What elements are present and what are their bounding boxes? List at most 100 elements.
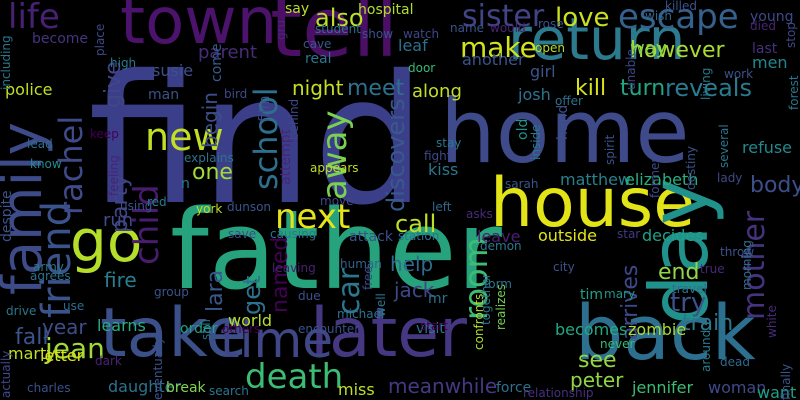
word-another: another xyxy=(462,50,525,69)
word-mary: mary xyxy=(604,287,636,301)
word-army: army xyxy=(33,260,64,274)
word-marty: marty xyxy=(8,344,56,363)
word-escape: escape xyxy=(618,0,739,37)
word-well: well xyxy=(374,293,388,317)
word-sarah: sarah xyxy=(505,177,539,191)
word-kill: kill xyxy=(575,76,607,101)
word-tim: tim xyxy=(580,287,604,303)
word-high: high xyxy=(110,56,137,70)
word-station: station xyxy=(398,229,440,243)
word-human: human xyxy=(340,257,382,271)
word-become: become xyxy=(32,31,89,47)
word-star: star xyxy=(617,227,641,241)
word-run: run xyxy=(103,210,134,231)
word-find: find xyxy=(88,37,426,244)
word-forest: forest xyxy=(787,75,800,110)
word-left: left xyxy=(432,200,452,214)
word-charles: charles xyxy=(27,381,71,395)
word-finally: finally xyxy=(779,363,793,400)
word-girl: girl xyxy=(530,62,556,81)
word-train: train xyxy=(682,311,734,336)
word-love: love xyxy=(555,3,610,33)
word-susie: susie xyxy=(152,61,194,80)
word-father: father xyxy=(170,186,502,314)
word-also: also xyxy=(315,4,364,32)
word-come: come xyxy=(209,43,225,82)
word-year: year xyxy=(42,315,87,339)
word-make: make xyxy=(460,31,537,64)
word-last: last xyxy=(752,41,778,57)
word-open: open xyxy=(535,41,565,55)
word-dead: dead xyxy=(720,355,750,369)
word-killed: killed xyxy=(665,0,697,13)
word-inside: inside xyxy=(529,124,543,160)
word-tell: tell xyxy=(270,0,399,76)
word-reveals: reveals xyxy=(665,74,752,102)
word-order: order xyxy=(180,321,218,337)
word-name: name xyxy=(450,21,485,35)
word-dark: dark xyxy=(95,354,122,368)
word-never: never xyxy=(600,337,635,351)
word-student: student xyxy=(315,22,361,36)
word-asks: asks xyxy=(466,207,493,221)
word-meanwhile: meanwhile xyxy=(388,374,498,398)
word-real: real xyxy=(305,51,332,67)
word-including: including xyxy=(0,35,13,90)
word-show: show xyxy=(362,27,394,41)
word-died: died xyxy=(750,19,776,33)
word-place: place xyxy=(93,23,107,56)
word-group: group xyxy=(154,285,189,299)
word-decides: decides xyxy=(642,226,704,245)
word-appears: appears xyxy=(310,161,359,175)
word-keep: keep xyxy=(90,127,119,141)
word-despite: despite xyxy=(0,190,15,242)
word-body: body xyxy=(750,173,800,198)
word-bird: bird xyxy=(224,87,248,101)
word-using: using xyxy=(120,199,153,213)
word-mr: mr xyxy=(428,291,448,307)
word-get: get xyxy=(238,275,266,315)
word-discovers: discovers xyxy=(382,98,410,212)
word-return: return xyxy=(508,5,686,73)
word-door: door xyxy=(408,61,436,75)
word-new: new xyxy=(145,115,224,159)
word-letter: letter xyxy=(40,346,84,365)
word-behind: behind xyxy=(287,98,301,140)
word-encounter: encounter xyxy=(298,322,360,336)
word-old: old xyxy=(515,118,531,140)
word-dunson: dunson xyxy=(227,200,272,214)
word-living: living xyxy=(699,67,713,100)
word-learns: learns xyxy=(97,316,146,335)
word-call: call xyxy=(395,210,437,238)
word-life: life xyxy=(8,0,60,37)
word-sister: sister xyxy=(462,0,545,34)
word-leaving: leaving xyxy=(272,261,316,275)
word-away: away xyxy=(315,110,355,200)
word-matthew: matthew xyxy=(560,170,632,189)
word-outside: outside xyxy=(538,226,597,245)
word-woman: woman xyxy=(708,378,767,397)
word-night: night xyxy=(292,76,344,100)
word-refuse: refuse xyxy=(742,138,793,157)
word-elizabeth: elizabeth xyxy=(625,170,699,189)
word-stay: stay xyxy=(436,136,462,150)
word-daughter: daughter xyxy=(108,377,182,396)
word-demon: demon xyxy=(480,239,522,253)
word-throw: throw xyxy=(720,245,755,259)
word-around: around xyxy=(699,329,713,372)
word-white: white xyxy=(765,305,779,338)
word-hospital: hospital xyxy=(358,2,414,18)
word-due: due xyxy=(298,289,321,303)
word-visit: visit xyxy=(416,321,445,337)
word-actually: actually xyxy=(0,350,13,398)
word-n: n xyxy=(181,176,190,192)
word-zombie: zombie xyxy=(628,320,687,339)
word-wish: wish xyxy=(645,9,673,23)
word-end: end xyxy=(658,260,700,285)
word-true: true xyxy=(700,262,725,276)
word-help: help xyxy=(390,252,434,276)
word-rose: rose xyxy=(538,17,564,31)
word-still: still xyxy=(199,319,213,340)
word-peter: peter xyxy=(570,368,624,392)
